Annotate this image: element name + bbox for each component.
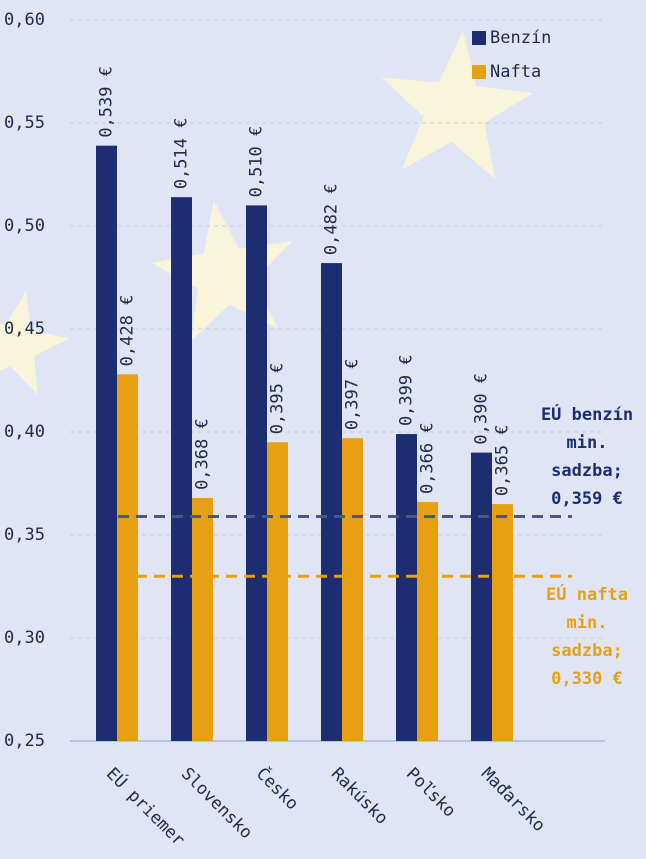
bar — [321, 263, 342, 741]
value-label: 0,514 € — [172, 118, 192, 190]
y-tick-label: 0,50 — [4, 216, 45, 236]
reference-label-line: sadzba; — [551, 461, 623, 481]
bar — [117, 374, 138, 741]
value-label: 0,399 € — [397, 354, 417, 426]
reference-label: EÚ nafta min. sadzba; 0,330 € — [546, 583, 628, 689]
y-tick-label: 0,45 — [4, 319, 45, 339]
legend-swatch — [472, 65, 486, 79]
bar — [342, 438, 363, 741]
reference-label-line: min. — [567, 613, 608, 633]
value-label: 0,390 € — [472, 373, 492, 445]
bar — [96, 145, 117, 741]
value-label: 0,539 € — [97, 66, 117, 138]
legend-label: Benzín — [490, 28, 551, 48]
reference-label-line: EÚ nafta — [546, 583, 628, 605]
value-label: 0,366 € — [418, 422, 438, 494]
bar — [171, 197, 192, 741]
reference-label-line: min. — [567, 433, 608, 453]
reference-label-line: 0,330 € — [551, 669, 623, 689]
reference-label: EÚ benzín min. sadzba; 0,359 € — [541, 403, 633, 509]
y-tick-label: 0,35 — [4, 525, 45, 545]
y-tick-label: 0,60 — [4, 10, 45, 30]
bar — [396, 434, 417, 741]
value-label: 0,395 € — [268, 363, 288, 435]
decor-star — [381, 30, 534, 180]
bar — [192, 497, 213, 741]
reference-label-line: 0,359 € — [551, 489, 623, 509]
legend-swatch — [472, 31, 486, 45]
value-label: 0,365 € — [493, 424, 513, 496]
legend-label: Nafta — [490, 62, 541, 82]
value-label: 0,482 € — [322, 183, 342, 255]
bar — [471, 452, 492, 741]
bar — [492, 504, 513, 741]
value-label: 0,397 € — [343, 359, 363, 431]
value-label: 0,368 € — [193, 418, 213, 490]
value-label: 0,428 € — [118, 295, 138, 367]
y-tick-label: 0,25 — [4, 731, 45, 751]
bar — [417, 502, 438, 741]
value-label: 0,510 € — [247, 126, 267, 198]
y-tick-label: 0,30 — [4, 628, 45, 648]
y-tick-label: 0,40 — [4, 422, 45, 442]
bar — [267, 442, 288, 741]
reference-label-line: EÚ benzín — [541, 403, 633, 425]
reference-label-line: sadzba; — [551, 641, 623, 661]
bar — [246, 205, 267, 741]
y-tick-label: 0,55 — [4, 113, 45, 133]
decor-star — [0, 291, 70, 395]
